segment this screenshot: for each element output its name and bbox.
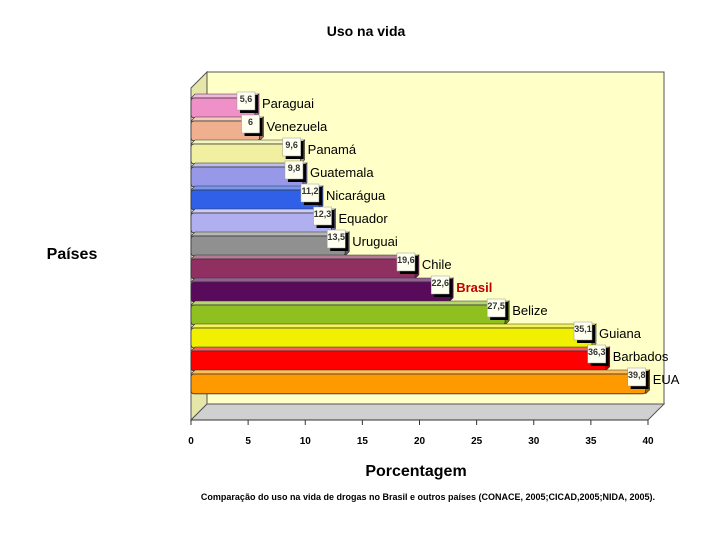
x-tick-label: 20 — [414, 436, 426, 447]
bar-top-face — [190, 300, 510, 306]
bar-series: 5,6 Paraguai 6 Venezuela 9,6 Panamá 9,8 Guatema… — [190, 91, 680, 395]
bar-panamá: 9,6 Panamá — [190, 137, 357, 165]
bar-front-face — [190, 327, 593, 349]
value-label: 35,1 — [574, 324, 592, 334]
category-label: Barbados — [613, 349, 669, 364]
bar-top-face — [190, 346, 611, 352]
value-label: 19,6 — [397, 255, 415, 265]
bar-equador: 12,3 Equador — [190, 206, 389, 234]
bar-eua: 39,8 EUA — [190, 367, 680, 395]
value-box — [236, 91, 256, 111]
value-box — [396, 252, 416, 272]
x-tick-label: 35 — [585, 436, 597, 447]
bar-front-face — [190, 304, 506, 326]
x-tick-label: 40 — [642, 436, 654, 447]
bar-venezuela: 6 Venezuela — [190, 114, 328, 142]
value-label: 13,5 — [327, 232, 345, 242]
source-caption: Comparação do uso na vida de drogas no B… — [201, 492, 655, 502]
bar-front-face — [190, 281, 450, 303]
category-label: Brasil — [456, 280, 492, 295]
x-tick-label: 30 — [528, 436, 540, 447]
bar-belize: 27,5 Belize — [190, 298, 548, 326]
bar-uruguai: 13,5 Uruguai — [190, 229, 398, 257]
bar-front-face — [190, 235, 346, 257]
value-box — [430, 275, 450, 295]
x-axis-label: Porcentagem — [365, 463, 466, 480]
category-label: Guiana — [599, 326, 642, 341]
value-label: 9,6 — [285, 140, 298, 150]
bar-guiana: 35,1 Guiana — [190, 321, 642, 349]
x-tick-label: 15 — [357, 436, 369, 447]
bar-brasil: 22,6 Brasil — [190, 275, 492, 303]
category-label: Equador — [339, 211, 389, 226]
bar-top-face — [190, 231, 350, 237]
value-box — [627, 367, 646, 387]
value-label: 39,8 — [628, 370, 646, 380]
x-tick-label: 10 — [300, 436, 312, 447]
value-label: 36,3 — [588, 347, 606, 357]
value-label: 27,5 — [487, 301, 505, 311]
bar-front-face — [190, 373, 647, 395]
bar-barbados: 36,3 Barbados — [190, 344, 669, 372]
category-label: Paraguai — [262, 96, 314, 111]
value-box — [300, 183, 320, 203]
chart-title: Uso na vida — [327, 23, 406, 39]
value-label: 9,8 — [288, 163, 301, 173]
bar-front-face — [190, 212, 332, 234]
bar-top-face — [190, 323, 597, 329]
bar-chile: 19,6 Chile — [190, 252, 452, 280]
category-label: Panamá — [308, 142, 357, 157]
category-label: Chile — [422, 257, 452, 272]
x-tick-label: 0 — [188, 436, 194, 447]
x-tick-label: 25 — [471, 436, 483, 447]
bar-top-face — [190, 369, 651, 375]
value-box — [486, 298, 506, 318]
x-axis: 0 5 10 15 20 25 30 35 40 — [188, 419, 654, 447]
bar-top-face — [190, 254, 420, 260]
bar-nicarágua: 11,2 Nicarágua — [190, 183, 386, 211]
bar-front-face — [190, 258, 416, 280]
value-label: 12,3 — [314, 209, 332, 219]
value-label: 5,6 — [240, 94, 253, 104]
category-label: Nicarágua — [326, 188, 386, 203]
value-label: 6 — [248, 117, 253, 127]
category-label: Uruguai — [352, 234, 398, 249]
value-box — [313, 206, 332, 226]
value-box — [241, 114, 260, 134]
value-box — [284, 160, 304, 180]
value-box — [573, 321, 593, 341]
value-label: 22,6 — [431, 278, 449, 288]
value-box — [326, 229, 346, 249]
category-label: Guatemala — [310, 165, 374, 180]
value-box — [587, 344, 606, 364]
bar-front-face — [190, 189, 320, 211]
bar-front-face — [190, 350, 607, 372]
category-label: EUA — [653, 372, 680, 387]
category-label: Belize — [512, 303, 547, 318]
plot-floor — [189, 403, 666, 421]
category-label: Venezuela — [267, 119, 328, 134]
x-tick-label: 5 — [245, 436, 251, 447]
y-axis-label: Países — [47, 246, 98, 263]
bar-guatemala: 9,8 Guatemala — [190, 160, 374, 188]
value-label: 11,2 — [301, 186, 318, 196]
value-box — [282, 137, 301, 157]
bar-paraguai: 5,6 Paraguai — [190, 91, 314, 119]
bar-top-face — [190, 277, 454, 283]
